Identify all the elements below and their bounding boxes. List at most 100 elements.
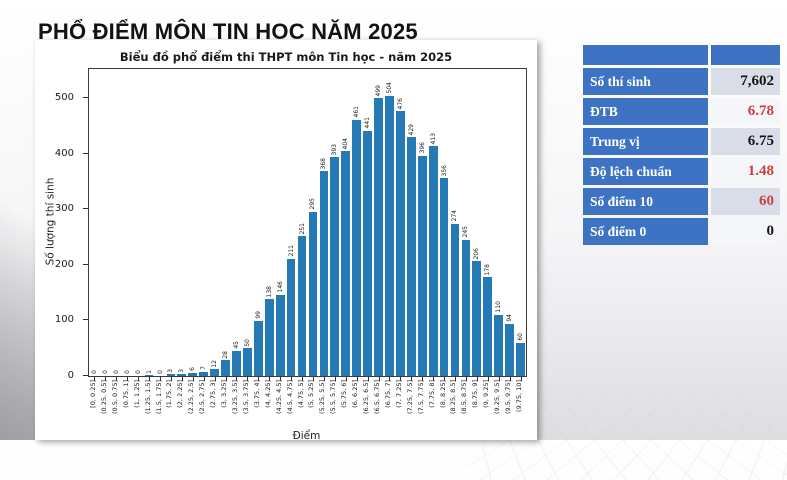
bar [428,146,438,376]
x-axis-tick [367,377,369,381]
bar [406,137,416,376]
x-axis-tick [258,377,260,381]
x-axis-tick [170,377,172,381]
bar-value-label: 429 [407,123,415,136]
x-axis-tick [487,377,489,381]
stat-label: Số điểm 0 [583,218,708,245]
x-axis-tick [334,377,336,381]
x-axis-tick [291,377,293,381]
x-axis-tick [433,377,435,381]
x-tick-label: (1.25, 1.5] [143,380,152,415]
stat-row: ĐTB 6.78 [583,98,780,125]
bar-value-label: 504 [385,82,393,94]
bar [516,342,525,376]
bar-value-label: 476 [396,97,404,110]
y-axis-labels: 0 100 200 300 400 500 [35,68,82,381]
bar [243,348,252,376]
y-tick-label: 100 [54,314,74,326]
x-axis-tick [116,377,118,381]
x-tick-label: (5.75, 6] [340,380,349,408]
bar-value-label: 99 [254,311,262,319]
x-axis-tick [247,377,249,381]
bar [253,320,263,376]
x-tick-label: (0.25, 0.5] [99,380,108,415]
bar-value-label: 50 [243,338,251,347]
x-axis-title: Điểm [292,430,321,442]
bar-value-label: 499 [375,85,382,97]
stats-table: Số thí sinh 7,602 ĐTB 6.78 Trung vị 6.75 Độ lệ… [583,45,780,248]
bar-value-label: 356 [440,164,448,177]
x-axis-tick [444,377,446,381]
bar-value-label: 12 [211,359,219,368]
bar-value-label: 178 [484,263,492,275]
stat-value: 7,602 [711,68,780,95]
x-axis-tick [280,377,282,381]
bar [439,178,449,376]
x-tick-label: (8.5, 8.75] [460,380,469,415]
x-axis-tick [465,377,467,381]
x-axis-tick [520,377,522,381]
stat-label: Số điểm 10 [583,188,708,215]
x-axis-tick [236,377,238,381]
stat-label: ĐTB [583,98,708,125]
bar [188,372,198,376]
x-axis-tick [160,377,161,381]
x-axis-tick [312,377,314,381]
x-tick-label: (4, 4.25] [263,380,272,408]
x-tick-label: (1.5, 1.75] [154,380,163,415]
x-tick-label: (9, 9.25] [482,380,491,408]
bar-value-label: 7 [200,366,208,371]
bar-value-label: 396 [418,142,426,154]
bar-value-label: 206 [473,247,481,260]
chart-panel: Biểu đồ phổ điểm thi THPT môn Tin học - … [35,40,537,442]
bar [308,211,318,376]
bar-value-label: 45 [232,341,240,349]
x-tick-label: (6.75, 7] [383,380,392,408]
stat-row: Độ lệch chuẩn 1.48 [583,158,780,185]
x-axis-tick [138,377,140,381]
x-tick-label: (2.25, 2.5] [187,380,196,415]
x-axis-tick [378,377,380,381]
y-axis-tick [83,375,88,376]
bar [286,258,296,376]
bar-value-label: 441 [364,117,372,129]
x-axis-tick [509,377,511,381]
bar [221,360,230,376]
header-cell-value [711,45,780,65]
x-axis-tick [400,377,402,381]
x-tick-label: (3.25, 3.5] [230,380,239,415]
x-tick-label: (3, 3.25] [220,380,229,408]
x-axis-tick [422,377,424,381]
bar-value-label: 461 [353,106,361,118]
x-axis-tick [127,377,129,381]
bar [199,372,209,376]
bar [472,261,482,376]
bar-value-label: 251 [298,222,306,235]
bar-value-label: 110 [495,301,503,313]
bar [341,151,351,376]
bar-value-label: 3 [167,368,175,373]
x-tick-label: (5, 5.25] [307,380,316,408]
bar [450,223,460,376]
y-tick-label: 400 [54,147,74,159]
bar-value-label: 0 [90,370,98,374]
x-tick-label: (9.25, 9.5] [493,380,502,415]
bar-value-label: 0 [123,370,131,374]
x-axis-tick [181,377,183,381]
bar [385,95,394,376]
bar-value-label: 413 [429,132,437,145]
stat-value: 6.78 [711,98,780,125]
x-tick-label: (5.5, 5.75] [329,380,338,415]
y-axis-tick [83,263,88,265]
bar-value-label: 0 [156,370,164,374]
x-axis-labels: [0, 0.25] (0.25, 0.5] (0.5, 0.75] (0.75, 1]… [88,378,525,430]
bar-value-label: 3 [178,368,186,373]
y-tick-label: 0 [67,370,74,381]
bar-value-label: 6 [189,366,197,371]
x-axis-tick [389,377,391,381]
x-axis-tick [225,377,227,381]
stat-label: Độ lệch chuẩn [583,158,708,185]
x-tick-label: (0.75, 1] [121,380,130,408]
bar [363,130,372,376]
x-axis-tick [94,377,96,381]
